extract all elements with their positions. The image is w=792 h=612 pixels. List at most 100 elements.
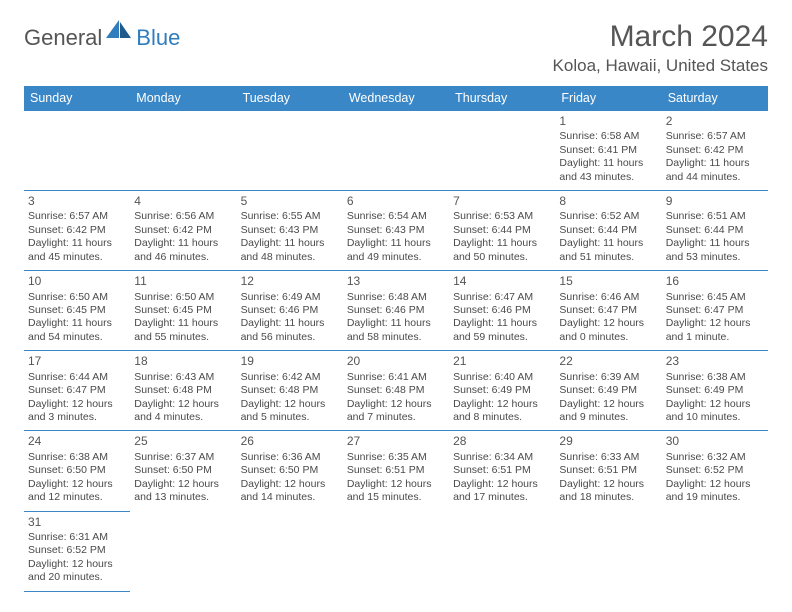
daylight-line: Daylight: 11 hours and 46 minutes. — [134, 237, 232, 264]
sunrise-line: Sunrise: 6:46 AM — [559, 291, 657, 304]
calendar-cell — [237, 511, 343, 591]
day-number: 10 — [28, 274, 126, 289]
day-number: 27 — [347, 434, 445, 449]
day-number: 26 — [241, 434, 339, 449]
daylight-line: Daylight: 12 hours and 13 minutes. — [134, 478, 232, 505]
sunrise-line: Sunrise: 6:42 AM — [241, 371, 339, 384]
calendar-cell: 12Sunrise: 6:49 AMSunset: 6:46 PMDayligh… — [237, 271, 343, 351]
calendar-cell: 1Sunrise: 6:58 AMSunset: 6:41 PMDaylight… — [555, 111, 661, 191]
daylight-line: Daylight: 12 hours and 14 minutes. — [241, 478, 339, 505]
calendar-cell: 25Sunrise: 6:37 AMSunset: 6:50 PMDayligh… — [130, 431, 236, 511]
calendar-cell: 3Sunrise: 6:57 AMSunset: 6:42 PMDaylight… — [24, 191, 130, 271]
sunrise-line: Sunrise: 6:33 AM — [559, 451, 657, 464]
sunset-line: Sunset: 6:42 PM — [666, 144, 764, 157]
calendar-cell: 18Sunrise: 6:43 AMSunset: 6:48 PMDayligh… — [130, 351, 236, 431]
day-number: 28 — [453, 434, 551, 449]
sunrise-line: Sunrise: 6:38 AM — [28, 451, 126, 464]
sunrise-line: Sunrise: 6:40 AM — [453, 371, 551, 384]
day-number: 8 — [559, 194, 657, 209]
sunset-line: Sunset: 6:48 PM — [134, 384, 232, 397]
daylight-line: Daylight: 12 hours and 4 minutes. — [134, 398, 232, 425]
day-number: 4 — [134, 194, 232, 209]
daylight-line: Daylight: 12 hours and 15 minutes. — [347, 478, 445, 505]
sunrise-line: Sunrise: 6:55 AM — [241, 210, 339, 223]
sunrise-line: Sunrise: 6:57 AM — [28, 210, 126, 223]
sunset-line: Sunset: 6:42 PM — [134, 224, 232, 237]
sunset-line: Sunset: 6:46 PM — [241, 304, 339, 317]
sunset-line: Sunset: 6:44 PM — [666, 224, 764, 237]
day-number: 22 — [559, 354, 657, 369]
sunset-line: Sunset: 6:47 PM — [28, 384, 126, 397]
daylight-line: Daylight: 11 hours and 54 minutes. — [28, 317, 126, 344]
brand-part1: General — [24, 25, 102, 51]
sunrise-line: Sunrise: 6:31 AM — [28, 531, 126, 544]
weekday-header: Monday — [130, 86, 236, 111]
day-number: 11 — [134, 274, 232, 289]
daylight-line: Daylight: 11 hours and 56 minutes. — [241, 317, 339, 344]
day-number: 13 — [347, 274, 445, 289]
sunset-line: Sunset: 6:46 PM — [453, 304, 551, 317]
calendar-cell — [449, 111, 555, 191]
daylight-line: Daylight: 11 hours and 55 minutes. — [134, 317, 232, 344]
sunset-line: Sunset: 6:47 PM — [559, 304, 657, 317]
weekday-header: Saturday — [662, 86, 768, 111]
location: Koloa, Hawaii, United States — [553, 56, 768, 76]
day-number: 19 — [241, 354, 339, 369]
daylight-line: Daylight: 11 hours and 51 minutes. — [559, 237, 657, 264]
calendar-cell — [24, 111, 130, 191]
brand-part2: Blue — [136, 25, 180, 51]
daylight-line: Daylight: 12 hours and 18 minutes. — [559, 478, 657, 505]
sunset-line: Sunset: 6:48 PM — [241, 384, 339, 397]
calendar-cell: 9Sunrise: 6:51 AMSunset: 6:44 PMDaylight… — [662, 191, 768, 271]
sunset-line: Sunset: 6:44 PM — [453, 224, 551, 237]
weekday-header: Wednesday — [343, 86, 449, 111]
sunset-line: Sunset: 6:43 PM — [347, 224, 445, 237]
daylight-line: Daylight: 11 hours and 59 minutes. — [453, 317, 551, 344]
sunrise-line: Sunrise: 6:38 AM — [666, 371, 764, 384]
daylight-line: Daylight: 11 hours and 48 minutes. — [241, 237, 339, 264]
sunset-line: Sunset: 6:50 PM — [134, 464, 232, 477]
daylight-line: Daylight: 12 hours and 5 minutes. — [241, 398, 339, 425]
sunrise-line: Sunrise: 6:49 AM — [241, 291, 339, 304]
sunrise-line: Sunrise: 6:39 AM — [559, 371, 657, 384]
calendar-cell: 16Sunrise: 6:45 AMSunset: 6:47 PMDayligh… — [662, 271, 768, 351]
title-block: March 2024 Koloa, Hawaii, United States — [553, 20, 768, 76]
sunset-line: Sunset: 6:48 PM — [347, 384, 445, 397]
daylight-line: Daylight: 12 hours and 12 minutes. — [28, 478, 126, 505]
daylight-line: Daylight: 12 hours and 20 minutes. — [28, 558, 126, 585]
calendar-cell: 7Sunrise: 6:53 AMSunset: 6:44 PMDaylight… — [449, 191, 555, 271]
sunrise-line: Sunrise: 6:57 AM — [666, 130, 764, 143]
sunset-line: Sunset: 6:51 PM — [453, 464, 551, 477]
weekday-header: Sunday — [24, 86, 130, 111]
sunrise-line: Sunrise: 6:51 AM — [666, 210, 764, 223]
calendar-cell: 5Sunrise: 6:55 AMSunset: 6:43 PMDaylight… — [237, 191, 343, 271]
daylight-line: Daylight: 12 hours and 0 minutes. — [559, 317, 657, 344]
calendar-cell: 15Sunrise: 6:46 AMSunset: 6:47 PMDayligh… — [555, 271, 661, 351]
calendar-cell: 2Sunrise: 6:57 AMSunset: 6:42 PMDaylight… — [662, 111, 768, 191]
day-number: 3 — [28, 194, 126, 209]
sunset-line: Sunset: 6:47 PM — [666, 304, 764, 317]
sunset-line: Sunset: 6:41 PM — [559, 144, 657, 157]
calendar-cell: 20Sunrise: 6:41 AMSunset: 6:48 PMDayligh… — [343, 351, 449, 431]
calendar-cell: 11Sunrise: 6:50 AMSunset: 6:45 PMDayligh… — [130, 271, 236, 351]
sunrise-line: Sunrise: 6:50 AM — [28, 291, 126, 304]
sunset-line: Sunset: 6:51 PM — [559, 464, 657, 477]
calendar-cell: 26Sunrise: 6:36 AMSunset: 6:50 PMDayligh… — [237, 431, 343, 511]
sunset-line: Sunset: 6:42 PM — [28, 224, 126, 237]
calendar-cell — [130, 111, 236, 191]
sunrise-line: Sunrise: 6:56 AM — [134, 210, 232, 223]
day-number: 16 — [666, 274, 764, 289]
sunset-line: Sunset: 6:46 PM — [347, 304, 445, 317]
sunrise-line: Sunrise: 6:47 AM — [453, 291, 551, 304]
sunset-line: Sunset: 6:49 PM — [453, 384, 551, 397]
calendar-cell: 22Sunrise: 6:39 AMSunset: 6:49 PMDayligh… — [555, 351, 661, 431]
sunset-line: Sunset: 6:51 PM — [347, 464, 445, 477]
sunrise-line: Sunrise: 6:53 AM — [453, 210, 551, 223]
day-number: 14 — [453, 274, 551, 289]
daylight-line: Daylight: 11 hours and 45 minutes. — [28, 237, 126, 264]
sunset-line: Sunset: 6:50 PM — [28, 464, 126, 477]
sunset-line: Sunset: 6:45 PM — [134, 304, 232, 317]
daylight-line: Daylight: 11 hours and 58 minutes. — [347, 317, 445, 344]
daylight-line: Daylight: 11 hours and 49 minutes. — [347, 237, 445, 264]
sunset-line: Sunset: 6:49 PM — [559, 384, 657, 397]
